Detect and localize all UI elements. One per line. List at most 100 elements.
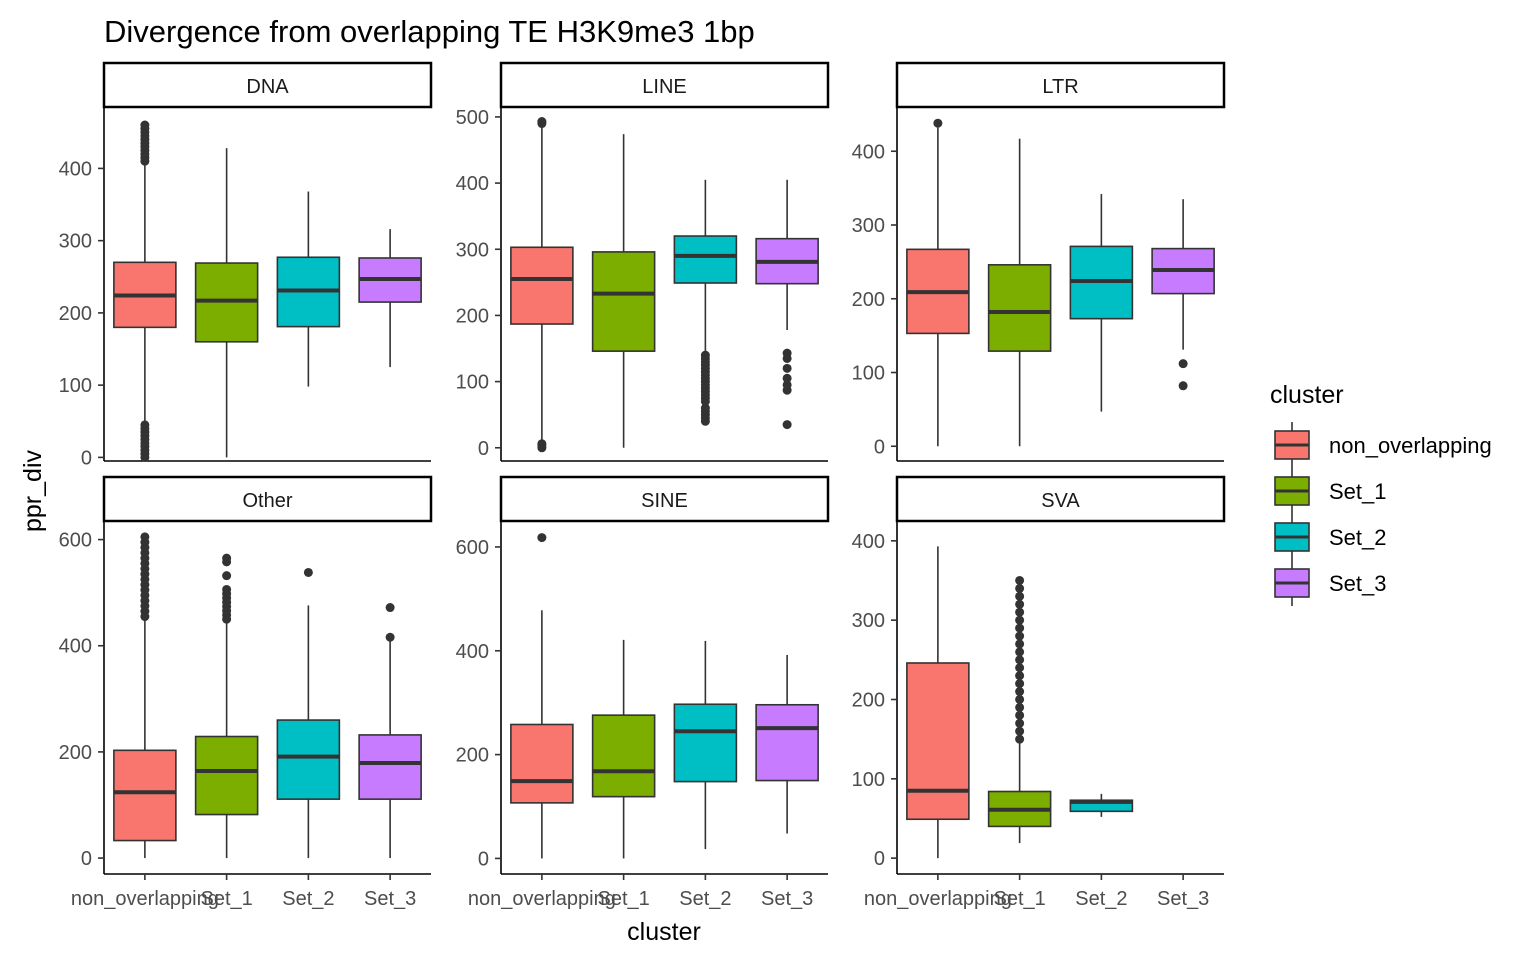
outlier-point bbox=[1015, 583, 1025, 593]
box-iqr bbox=[591, 714, 656, 798]
facet-strip bbox=[499, 475, 830, 523]
box-set_1 bbox=[591, 134, 656, 448]
box-iqr bbox=[673, 235, 738, 284]
box-set_3 bbox=[755, 179, 819, 430]
box-iqr bbox=[673, 703, 738, 783]
y-tick-label: 600 bbox=[456, 537, 489, 559]
outlier-point bbox=[222, 584, 232, 594]
outlier-point bbox=[1015, 647, 1025, 657]
box-set_2 bbox=[673, 179, 738, 426]
legend-item-non_overlapping: non_overlapping bbox=[1274, 422, 1492, 468]
y-tick-label: 500 bbox=[456, 107, 489, 129]
facet-strip bbox=[895, 61, 1226, 109]
box-iqr bbox=[510, 246, 574, 325]
outlier-point bbox=[933, 118, 943, 128]
y-tick-label: 200 bbox=[59, 303, 92, 325]
y-tick-label: 100 bbox=[59, 375, 92, 397]
outlier-point bbox=[1015, 663, 1025, 673]
y-tick-label: 0 bbox=[81, 848, 92, 870]
outlier-point bbox=[1015, 655, 1025, 665]
y-tick-label: 200 bbox=[456, 745, 489, 767]
box-non_overlapping bbox=[113, 532, 177, 859]
outlier-point bbox=[537, 117, 547, 127]
outlier-point bbox=[140, 120, 150, 130]
x-tick-label: Set_1 bbox=[200, 888, 252, 910]
box-set_3 bbox=[358, 229, 422, 368]
outlier-point bbox=[222, 553, 232, 563]
box-iqr bbox=[987, 264, 1052, 352]
outlier-point bbox=[700, 350, 710, 360]
facet-strip-label: SVA bbox=[1041, 490, 1080, 512]
y-tick-label: 0 bbox=[874, 436, 885, 458]
facet-strip-label: Other bbox=[242, 490, 292, 512]
facet-ltr: LTR 0 100 200 300 400 bbox=[852, 61, 1226, 462]
x-axis-title: cluster bbox=[627, 918, 701, 946]
y-tick-label: 100 bbox=[456, 372, 489, 394]
facet-strip bbox=[102, 61, 433, 109]
box-set_3 bbox=[358, 603, 422, 859]
x-tick-label: Set_2 bbox=[679, 888, 731, 910]
x-tick-label: non_overlapping bbox=[864, 888, 1012, 910]
outlier-point bbox=[1015, 710, 1025, 720]
legend-label: Set_3 bbox=[1329, 571, 1387, 596]
box-iqr bbox=[194, 735, 259, 816]
x-tick-label: non_overlapping bbox=[71, 888, 219, 910]
outlier-point bbox=[782, 420, 792, 430]
box-iqr bbox=[276, 719, 341, 800]
outlier-point bbox=[222, 571, 232, 581]
chart-title: Divergence from overlapping TE H3K9me3 1… bbox=[104, 14, 755, 49]
box-iqr bbox=[113, 749, 177, 842]
y-tick-label: 100 bbox=[852, 363, 885, 385]
outlier-point bbox=[1015, 615, 1025, 625]
x-tick-label: Set_3 bbox=[1157, 888, 1209, 910]
box-set_2 bbox=[1069, 194, 1134, 412]
outlier-point bbox=[1015, 575, 1025, 585]
y-tick-label: 600 bbox=[59, 530, 92, 552]
x-tick-label: Set_2 bbox=[282, 888, 334, 910]
outlier-point bbox=[782, 373, 792, 383]
y-tick-label: 400 bbox=[852, 141, 885, 163]
x-tick-label: Set_2 bbox=[1075, 888, 1127, 910]
outlier-point bbox=[1015, 631, 1025, 641]
box-set_1 bbox=[987, 575, 1052, 844]
outlier-point bbox=[140, 532, 150, 542]
outlier-point bbox=[537, 533, 547, 543]
y-tick-label: 200 bbox=[59, 742, 92, 764]
x-tick-label: Set_1 bbox=[993, 888, 1045, 910]
box-set_1 bbox=[194, 148, 259, 458]
outlier-point bbox=[1015, 639, 1025, 649]
y-tick-label: 400 bbox=[59, 636, 92, 658]
outlier-point bbox=[782, 380, 792, 390]
facet-strip bbox=[895, 475, 1226, 523]
box-iqr bbox=[906, 662, 970, 821]
box-set_2 bbox=[276, 567, 341, 859]
outlier-point bbox=[1178, 381, 1188, 391]
y-axis-title: ppr_div bbox=[19, 450, 47, 532]
facets: DNA 0 100 200 300 400 LINE 0 100 200 300 400 500 LTR 0… bbox=[59, 61, 1226, 910]
box-non_overlapping bbox=[906, 546, 970, 859]
legend-item-set_3: Set_3 bbox=[1274, 560, 1387, 606]
legend-label: Set_2 bbox=[1329, 525, 1387, 550]
outlier-point bbox=[700, 403, 710, 413]
facet-strip-label: SINE bbox=[641, 490, 688, 512]
legend-title: cluster bbox=[1270, 381, 1344, 409]
legend-item-set_1: Set_1 bbox=[1274, 468, 1387, 514]
outlier-point bbox=[1015, 591, 1025, 601]
box-iqr bbox=[755, 703, 819, 782]
outlier-point bbox=[385, 603, 395, 613]
outlier-point bbox=[1015, 718, 1025, 728]
x-tick-label: Set_3 bbox=[364, 888, 416, 910]
box-set_1 bbox=[194, 553, 259, 859]
outlier-point bbox=[782, 363, 792, 373]
y-tick-label: 200 bbox=[852, 289, 885, 311]
y-tick-label: 300 bbox=[59, 231, 92, 253]
y-tick-label: 0 bbox=[478, 438, 489, 460]
box-set_1 bbox=[591, 639, 656, 859]
facet-strip-label: LINE bbox=[642, 76, 686, 98]
y-tick-label: 200 bbox=[852, 689, 885, 711]
box-set_3 bbox=[755, 654, 819, 834]
outlier-point bbox=[303, 567, 313, 577]
outlier-point bbox=[1015, 702, 1025, 712]
